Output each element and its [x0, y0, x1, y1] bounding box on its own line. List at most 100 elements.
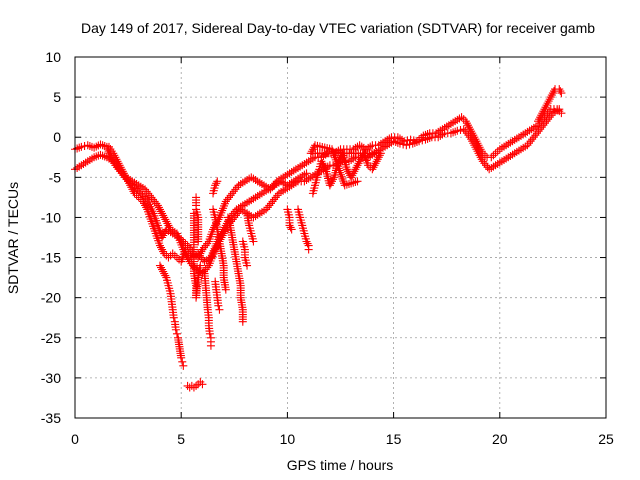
data-point: [153, 201, 162, 210]
data-point: [228, 189, 237, 198]
data-point: [223, 195, 232, 204]
x-tick-label: 0: [71, 431, 79, 447]
data-point: [545, 113, 554, 122]
data-point: [117, 165, 126, 174]
data-point: [263, 203, 272, 212]
data-point: [557, 89, 566, 98]
x-tick-label: 25: [598, 431, 614, 447]
data-point: [184, 249, 193, 258]
data-point: [110, 151, 119, 160]
data-point: [544, 97, 553, 106]
data-point: [214, 301, 223, 310]
data-point: [371, 159, 380, 168]
data-point: [475, 151, 484, 160]
data-point: [238, 317, 247, 326]
data-point: [302, 169, 311, 178]
data-point: [154, 203, 163, 212]
data-point: [155, 261, 164, 270]
data-point: [213, 177, 222, 186]
data-point: [556, 87, 565, 96]
data-point: [304, 245, 313, 254]
data-point: [546, 93, 555, 102]
data-point: [160, 213, 169, 222]
data-point: [125, 179, 134, 188]
data-point: [543, 99, 552, 108]
chart-title: Day 149 of 2017, Sidereal Day-to-day VTE…: [81, 20, 595, 36]
data-point: [183, 247, 192, 256]
data-point: [477, 155, 486, 164]
data-point: [342, 165, 351, 174]
data-point: [126, 181, 135, 190]
data-point: [113, 157, 122, 166]
data-point: [111, 153, 120, 162]
data-point: [328, 177, 337, 186]
data-point: [221, 197, 230, 206]
data-point: [476, 153, 485, 162]
data-point: [307, 147, 316, 156]
data-point: [226, 191, 235, 200]
data-point: [474, 149, 483, 158]
data-point: [112, 155, 121, 164]
data-point: [329, 175, 338, 184]
data-point: [531, 131, 540, 140]
data-point: [186, 251, 195, 260]
data-point: [319, 161, 328, 170]
data-point: [229, 209, 238, 218]
x-tick-label: 10: [280, 431, 296, 447]
x-tick-label: 20: [492, 431, 508, 447]
data-point: [523, 141, 532, 150]
data-point: [372, 157, 381, 166]
data-point: [466, 133, 475, 142]
data-point: [147, 193, 156, 202]
data-point: [528, 135, 537, 144]
data-point: [473, 147, 482, 156]
data-point: [141, 185, 150, 194]
data-point: [205, 329, 214, 338]
data-point: [287, 225, 296, 234]
data-point: [155, 205, 164, 214]
y-tick-label: -20: [41, 290, 61, 306]
data-point: [368, 165, 377, 174]
data-point: [129, 187, 138, 196]
data-point: [540, 119, 549, 128]
data-point: [160, 229, 169, 238]
data-point: [463, 121, 472, 130]
data-point: [127, 183, 136, 192]
data-point: [211, 181, 220, 190]
x-tick-label: 5: [177, 431, 185, 447]
data-point: [544, 115, 553, 124]
data-point: [461, 117, 470, 126]
data-point: [231, 185, 240, 194]
data-point: [526, 137, 535, 146]
data-point: [161, 271, 170, 280]
data-point: [470, 141, 479, 150]
data-point: [198, 255, 207, 264]
data-point: [249, 237, 258, 246]
data-point: [144, 189, 153, 198]
data-point: [481, 161, 490, 170]
data-point: [537, 123, 546, 132]
data-point: [262, 205, 271, 214]
data-point: [201, 241, 210, 250]
data-point: [145, 191, 154, 200]
data-point: [547, 111, 556, 120]
data-point: [200, 243, 209, 252]
data-point: [142, 187, 151, 196]
data-point: [541, 103, 550, 112]
data-point: [325, 181, 334, 190]
data-point: [529, 133, 538, 142]
data-point: [308, 145, 317, 154]
data-point: [548, 89, 557, 98]
data-point: [121, 173, 130, 182]
data-point: [203, 263, 212, 272]
data-point: [172, 329, 181, 338]
data-point: [203, 239, 212, 248]
data-point: [353, 161, 362, 170]
data-point: [123, 175, 132, 184]
y-tick-label: 0: [53, 129, 61, 145]
data-point: [271, 193, 280, 202]
data-point: [318, 159, 327, 168]
data-point: [243, 261, 252, 270]
